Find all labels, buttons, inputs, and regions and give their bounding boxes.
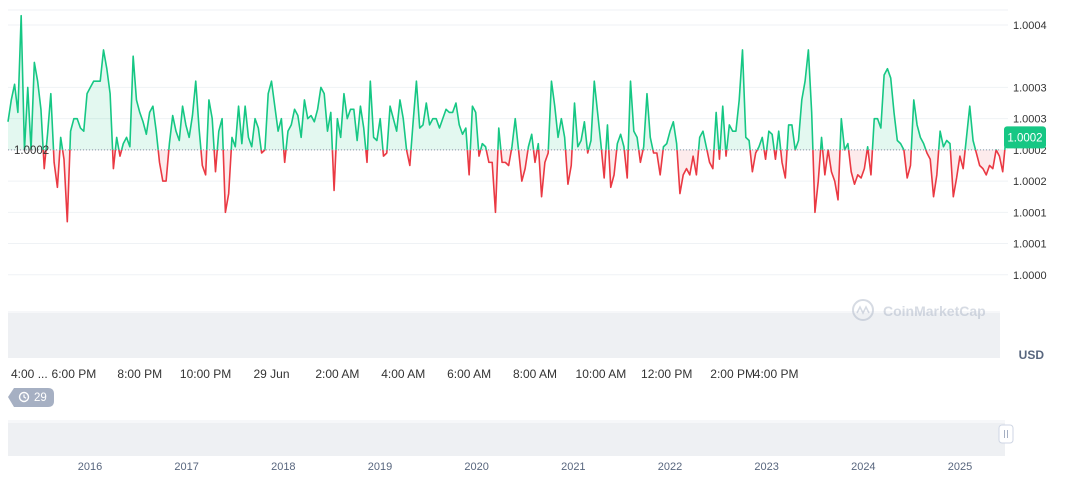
y-tick-label: 1.0001 — [1013, 239, 1047, 251]
x-tick-label: 10:00 AM — [576, 367, 627, 381]
volume-strip — [8, 312, 1000, 358]
navigator-handle-right[interactable] — [998, 424, 1014, 444]
x-tick-label: 2:00 PM — [710, 367, 755, 381]
currency-label: USD — [1019, 348, 1045, 362]
navigator-year-label: 2021 — [561, 461, 585, 473]
navigator-year-label: 2017 — [174, 461, 198, 473]
x-tick-label: 6:00 PM — [52, 367, 97, 381]
y-tick-label: 1.0001 — [1013, 207, 1047, 219]
navigator-handle[interactable] — [998, 424, 1014, 444]
x-tick-label: 10:00 PM — [180, 367, 231, 381]
y-tick-label: 1.0003 — [1013, 114, 1047, 126]
navigator-year-label: 2020 — [464, 461, 488, 473]
range-navigator[interactable]: 2016 2017 2018 2019 2020 2021 2022 2023 2024 2025 — [8, 420, 1014, 473]
navigator-year-label: 2018 — [271, 461, 295, 473]
navigator-year-label: 2025 — [948, 461, 972, 473]
navigator-year-label: 2023 — [754, 461, 778, 473]
baseline-label: 1.0002 — [14, 145, 49, 157]
x-tick-label: 8:00 PM — [117, 367, 162, 381]
x-tick-label: 2:00 AM — [315, 367, 359, 381]
watermark-text: CoinMarketCap — [883, 303, 986, 319]
navigator-year-label: 2019 — [368, 461, 392, 473]
current-price-badge: 1.0002 — [1004, 126, 1046, 149]
x-tick-label: 8:00 AM — [513, 367, 557, 381]
navigator-year-label: 2024 — [851, 461, 875, 473]
x-tick-label: 6:00 AM — [447, 367, 491, 381]
history-badge[interactable]: 29 — [8, 388, 54, 407]
y-tick-label: 1.0003 — [1013, 82, 1047, 94]
price-line-down — [23, 149, 1006, 223]
x-tick-label: 12:00 PM — [641, 367, 692, 381]
navigator-year-label: 2016 — [78, 461, 102, 473]
x-tick-label: 4:00 PM — [754, 367, 799, 381]
y-tick-label: 1.0000 — [1013, 270, 1047, 282]
history-clock-icon — [18, 391, 30, 403]
navigator-track-top — [8, 420, 1005, 423]
navigator-track[interactable] — [8, 420, 1005, 456]
history-badge-shape[interactable] — [8, 388, 54, 407]
x-axis: 4:00 ... 6:00 PM 8:00 PM 10:00 PM 29 Jun 2:00… — [11, 367, 798, 381]
coinmarketcap-logo-icon — [852, 299, 874, 321]
price-line-up — [7, 14, 1007, 150]
area-below-baseline — [8, 149, 1006, 222]
coinmarketcap-logo-wave — [856, 305, 870, 315]
y-tick-label: 1.0002 — [1013, 176, 1047, 188]
x-tick-label: 29 Jun — [253, 367, 289, 381]
y-gridlines — [8, 9, 1008, 276]
y-tick-label: 1.0004 — [1013, 20, 1047, 32]
x-tick-label: 4:00 ... — [11, 367, 48, 381]
current-price-label: 1.0002 — [1007, 132, 1042, 144]
navigator-x-axis: 2016 2017 2018 2019 2020 2021 2022 2023 2024 2025 — [78, 461, 972, 473]
y-axis: 1.00041.00031.00031.00021.00021.00011.00… — [1013, 20, 1047, 282]
watermark-logo: CoinMarketCap — [852, 299, 986, 321]
navigator-year-label: 2022 — [658, 461, 682, 473]
x-tick-label: 4:00 AM — [381, 367, 425, 381]
history-count: 29 — [34, 392, 47, 404]
area-above-baseline — [8, 15, 1006, 150]
volume-strip-top — [8, 311, 1000, 313]
